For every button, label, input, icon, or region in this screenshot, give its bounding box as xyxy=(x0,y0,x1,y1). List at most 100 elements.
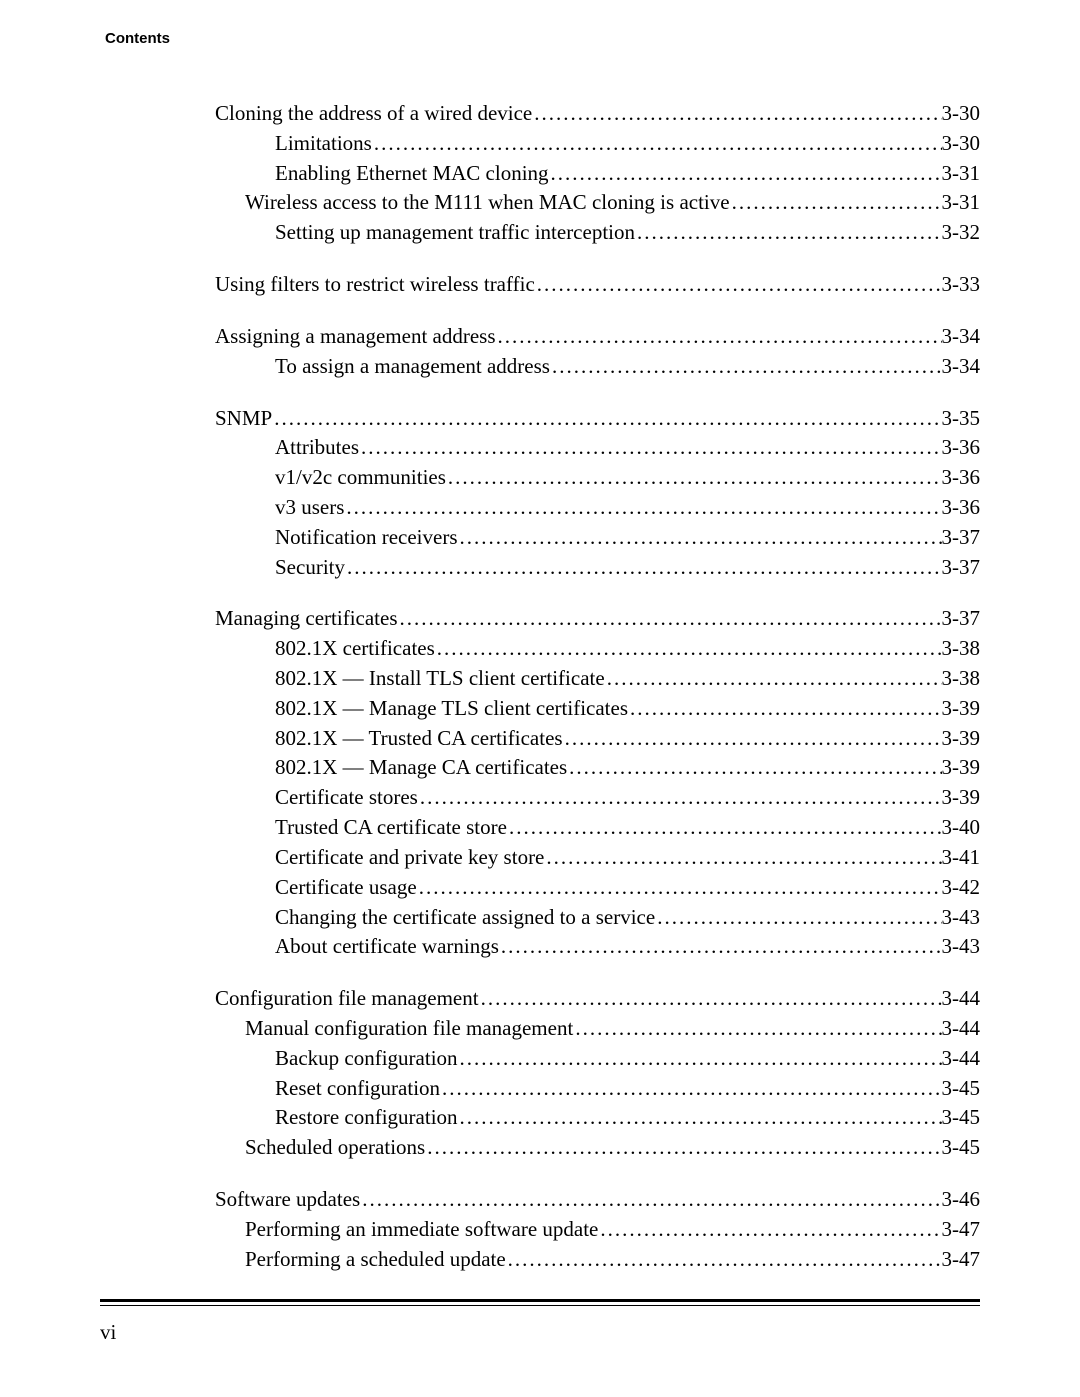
toc-entry-label: 802.1X — Manage CA certificates xyxy=(275,753,567,783)
toc-entry-page: 3-30 xyxy=(942,129,981,159)
toc-row: Software updates3-46 xyxy=(215,1185,980,1215)
toc-entry-label: 802.1X certificates xyxy=(275,634,435,664)
page-body: Contents Cloning the address of a wired … xyxy=(0,0,1080,1274)
footer-rule-thick xyxy=(100,1299,980,1302)
toc-entry-label: 802.1X — Install TLS client certificate xyxy=(275,664,605,694)
toc-row: To assign a management address3-34 xyxy=(215,352,980,382)
toc-leader-dots xyxy=(372,129,942,159)
toc-row: Restore configuration3-45 xyxy=(215,1103,980,1133)
toc-entry-label: Reset configuration xyxy=(275,1074,440,1104)
toc-entry-label: Certificate stores xyxy=(275,783,418,813)
toc-entry-page: 3-36 xyxy=(942,433,981,463)
toc-row: 802.1X — Manage TLS client certificates3… xyxy=(215,694,980,724)
toc-entry-label: Managing certificates xyxy=(215,604,398,634)
toc-leader-dots xyxy=(655,903,941,933)
toc-entry-page: 3-30 xyxy=(942,99,981,129)
toc-row: Limitations 3-30 xyxy=(215,129,980,159)
toc-leader-dots xyxy=(598,1215,941,1245)
toc-entry-label: Scheduled operations xyxy=(245,1133,425,1163)
toc-entry-page: 3-43 xyxy=(942,903,981,933)
toc-leader-dots xyxy=(435,634,942,664)
toc-entry-label: Enabling Ethernet MAC cloning xyxy=(275,159,549,189)
toc-leader-dots xyxy=(532,99,941,129)
toc-entry-page: 3-37 xyxy=(942,604,981,634)
toc-leader-dots xyxy=(272,404,941,434)
toc-entry-page: 3-36 xyxy=(942,463,981,493)
toc-entry-label: Cloning the address of a wired device xyxy=(215,99,532,129)
toc-entry-label: Notification receivers xyxy=(275,523,458,553)
toc-row: Performing a scheduled update3-47 xyxy=(215,1245,980,1275)
toc-row: Configuration file management 3-44 xyxy=(215,984,980,1014)
toc-row: Manual configuration file management3-44 xyxy=(215,1014,980,1044)
toc-row: About certificate warnings3-43 xyxy=(215,932,980,962)
toc-entry-page: 3-33 xyxy=(942,270,981,300)
toc-leader-dots xyxy=(359,433,942,463)
toc-entry-label: Trusted CA certificate store xyxy=(275,813,507,843)
toc-entry-label: 802.1X — Trusted CA certificates xyxy=(275,724,563,754)
toc-row: Certificate stores 3-39 xyxy=(215,783,980,813)
toc-entry-page: 3-42 xyxy=(942,873,981,903)
toc-leader-dots xyxy=(458,1103,942,1133)
toc-row: Changing the certificate assigned to a s… xyxy=(215,903,980,933)
toc-row: SNMP 3-35 xyxy=(215,404,980,434)
toc-entry-page: 3-44 xyxy=(942,984,981,1014)
toc-section: Assigning a management address3-34To ass… xyxy=(215,322,980,382)
toc-leader-dots xyxy=(418,783,942,813)
toc-leader-dots xyxy=(425,1133,941,1163)
toc-leader-dots xyxy=(496,322,942,352)
toc-entry-label: Performing an immediate software update xyxy=(245,1215,598,1245)
page-number: vi xyxy=(100,1320,980,1345)
toc-row: v3 users 3-36 xyxy=(215,493,980,523)
toc-section: Software updates3-46Performing an immedi… xyxy=(215,1185,980,1274)
toc-leader-dots xyxy=(573,1014,941,1044)
toc-entry-page: 3-45 xyxy=(942,1103,981,1133)
toc-leader-dots xyxy=(440,1074,941,1104)
toc-entry-label: Setting up management traffic intercepti… xyxy=(275,218,635,248)
toc-row: 802.1X — Install TLS client certificate 3… xyxy=(215,664,980,694)
toc-entry-label: Backup configuration xyxy=(275,1044,458,1074)
toc-row: Wireless access to the M111 when MAC clo… xyxy=(215,188,980,218)
toc-entry-label: Performing a scheduled update xyxy=(245,1245,506,1275)
toc-row: Notification receivers 3-37 xyxy=(215,523,980,553)
toc-entry-label: Software updates xyxy=(215,1185,360,1215)
toc-row: Scheduled operations 3-45 xyxy=(215,1133,980,1163)
toc-entry-page: 3-38 xyxy=(942,664,981,694)
toc-entry-page: 3-37 xyxy=(942,523,981,553)
toc-entry-page: 3-35 xyxy=(942,404,981,434)
toc-entry-page: 3-47 xyxy=(942,1215,981,1245)
toc-entry-label: v3 users xyxy=(275,493,344,523)
toc-entry-label: Wireless access to the M111 when MAC clo… xyxy=(245,188,730,218)
toc-row: Cloning the address of a wired device 3-3… xyxy=(215,99,980,129)
toc-entry-page: 3-45 xyxy=(942,1133,981,1163)
toc-entry-page: 3-39 xyxy=(942,783,981,813)
toc-entry-label: Certificate and private key store xyxy=(275,843,544,873)
toc-entry-label: Certificate usage xyxy=(275,873,417,903)
toc-entry-page: 3-41 xyxy=(942,843,981,873)
toc-row: Setting up management traffic intercepti… xyxy=(215,218,980,248)
toc-leader-dots xyxy=(535,270,942,300)
toc-section: Using filters to restrict wireless traff… xyxy=(215,270,980,300)
toc-row: Backup configuration3-44 xyxy=(215,1044,980,1074)
toc-row: Attributes3-36 xyxy=(215,433,980,463)
toc-entry-page: 3-32 xyxy=(942,218,981,248)
toc-entry-label: To assign a management address xyxy=(275,352,550,382)
toc-entry-label: Configuration file management xyxy=(215,984,479,1014)
toc-entry-page: 3-38 xyxy=(942,634,981,664)
toc-row: Using filters to restrict wireless traff… xyxy=(215,270,980,300)
toc-entry-label: Changing the certificate assigned to a s… xyxy=(275,903,655,933)
toc-row: Enabling Ethernet MAC cloning3-31 xyxy=(215,159,980,189)
toc-entry-page: 3-45 xyxy=(942,1074,981,1104)
toc-row: Managing certificates 3-37 xyxy=(215,604,980,634)
toc-leader-dots xyxy=(345,553,942,583)
toc-entry-label: SNMP xyxy=(215,404,272,434)
toc-leader-dots xyxy=(458,523,942,553)
toc-row: Trusted CA certificate store3-40 xyxy=(215,813,980,843)
toc-entry-page: 3-37 xyxy=(942,553,981,583)
toc-entry-page: 3-39 xyxy=(942,724,981,754)
toc-row: 802.1X — Manage CA certificates 3-39 xyxy=(215,753,980,783)
toc-entry-label: Assigning a management address xyxy=(215,322,496,352)
toc-entry-label: Limitations xyxy=(275,129,372,159)
toc-leader-dots xyxy=(506,1245,942,1275)
toc-entry-page: 3-39 xyxy=(942,753,981,783)
toc-entry-page: 3-36 xyxy=(942,493,981,523)
